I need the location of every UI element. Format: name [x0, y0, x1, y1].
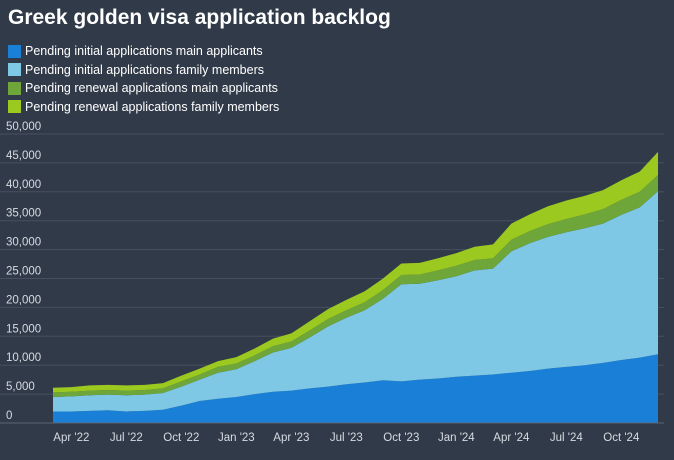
x-tick-label: Apr '22 — [53, 432, 89, 444]
y-tick-label: 5,000 — [6, 381, 35, 393]
x-tick-label: Jan '23 — [218, 432, 255, 444]
x-tick-label: Jul '22 — [110, 432, 143, 444]
chart-title: Greek golden visa application backlog — [8, 6, 391, 29]
x-tick-label: Oct '23 — [383, 432, 419, 444]
x-tick-label: Jan '24 — [438, 432, 475, 444]
legend-swatch-initial-family — [8, 63, 21, 77]
legend-item-initial-main[interactable]: Pending initial applications main applic… — [8, 42, 279, 61]
y-tick-label: 35,000 — [6, 208, 41, 220]
legend-item-initial-family[interactable]: Pending initial applications family memb… — [8, 61, 279, 80]
legend-label-initial-family: Pending initial applications family memb… — [25, 62, 265, 77]
legend: Pending initial applications main applic… — [8, 42, 279, 116]
y-tick-label: 50,000 — [6, 121, 41, 133]
x-tick-label: Oct '22 — [163, 432, 199, 444]
y-tick-label: 30,000 — [6, 237, 41, 249]
area-series-1[interactable] — [53, 191, 658, 412]
legend-label-initial-main: Pending initial applications main applic… — [25, 44, 263, 59]
x-tick-label: Jul '24 — [550, 432, 583, 444]
legend-label-renewal-family: Pending renewal applications family memb… — [25, 99, 280, 114]
x-tick-label: Jul '23 — [330, 432, 363, 444]
y-tick-label: 10,000 — [6, 352, 41, 364]
y-tick-label: 40,000 — [6, 179, 41, 191]
legend-swatch-renewal-family — [8, 100, 21, 114]
y-tick-label: 0 — [6, 410, 12, 422]
x-tick-label: Apr '24 — [493, 432, 530, 444]
y-tick-label: 25,000 — [6, 266, 41, 278]
x-tick-label: Apr '23 — [273, 432, 309, 444]
legend-label-renewal-main: Pending renewal applications main applic… — [25, 81, 278, 96]
y-tick-label: 20,000 — [6, 294, 41, 306]
x-tick-label: Oct '24 — [603, 432, 640, 444]
y-tick-label: 15,000 — [6, 323, 41, 335]
area-series-0[interactable] — [53, 354, 658, 423]
y-tick-label: 45,000 — [6, 150, 41, 162]
legend-swatch-initial-main — [8, 44, 21, 58]
legend-item-renewal-main[interactable]: Pending renewal applications main applic… — [8, 79, 279, 98]
legend-swatch-renewal-main — [8, 81, 21, 95]
legend-item-renewal-family[interactable]: Pending renewal applications family memb… — [8, 98, 279, 117]
